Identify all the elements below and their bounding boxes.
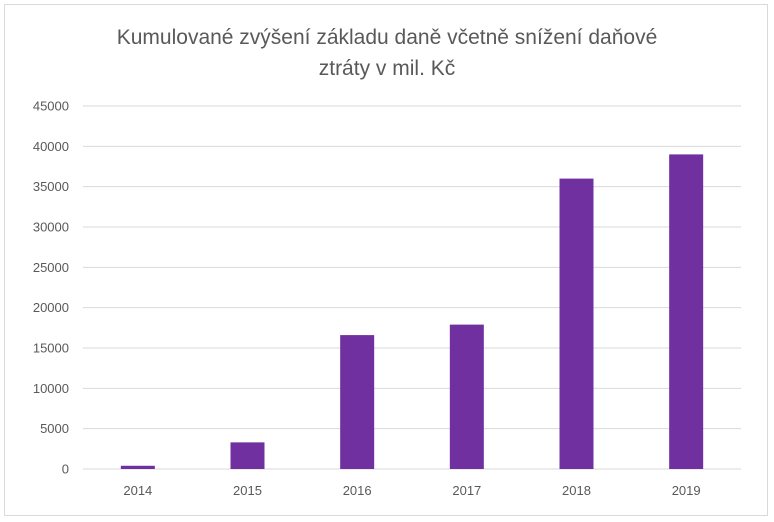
y-tick-label: 15000: [33, 341, 69, 356]
chart-title-line-1: Kumulované zvýšení základu daně včetně s…: [116, 26, 658, 49]
x-axis-ticks: 2014 2015 2016 2017 2018 2019: [123, 483, 700, 498]
y-tick-label: 20000: [33, 300, 69, 315]
y-axis-ticks: 0 5000 10000 15000 20000 25000 30000 35000 40000…: [33, 99, 69, 477]
bar: [230, 442, 265, 469]
bars: [120, 154, 704, 469]
x-tick-label: 2015: [233, 483, 262, 498]
x-tick-label: 2019: [672, 483, 701, 498]
y-tick-label: 10000: [33, 381, 69, 396]
bar: [669, 154, 704, 469]
bar: [449, 324, 484, 469]
chart-frame: [4, 4, 768, 516]
y-tick-label: 0: [62, 462, 69, 477]
y-tick-label: 45000: [33, 99, 69, 114]
bar: [559, 178, 594, 469]
x-tick-label: 2014: [123, 483, 152, 498]
chart-title: Kumulované zvýšení základu daně včetně s…: [0, 22, 774, 84]
y-tick-label: 25000: [33, 260, 69, 275]
x-tick-label: 2018: [562, 483, 591, 498]
x-tick-label: 2016: [343, 483, 372, 498]
gridlines: [83, 105, 741, 470]
bar: [120, 465, 155, 469]
y-tick-label: 5000: [40, 421, 69, 436]
x-tick-label: 2017: [452, 483, 481, 498]
y-tick-label: 35000: [33, 179, 69, 194]
bar: [340, 335, 375, 469]
y-tick-label: 30000: [33, 220, 69, 235]
chart-title-line-2: ztráty v mil. Kč: [318, 57, 456, 80]
y-tick-label: 40000: [33, 139, 69, 154]
